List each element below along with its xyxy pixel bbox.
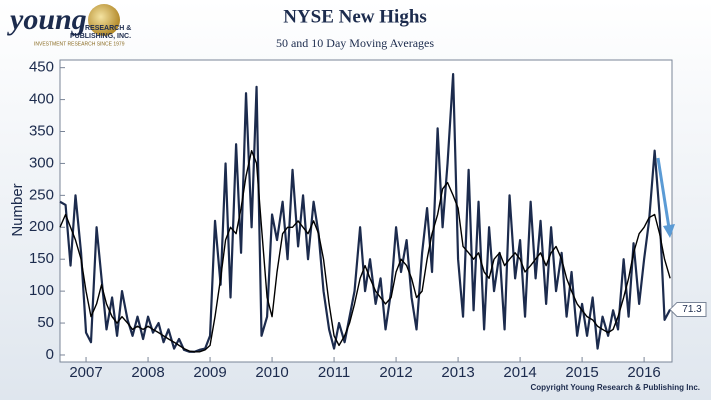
y-tick-label: 200: [29, 218, 54, 235]
logo-line: PUBLISHING, INC.: [70, 33, 131, 40]
chart-subtitle: 50 and 10 Day Moving Averages: [276, 36, 434, 50]
x-tick-label: 2012: [379, 364, 412, 381]
y-tick-label: 150: [29, 250, 54, 267]
y-tick-label: 50: [37, 314, 54, 331]
x-tick-label: 2009: [193, 364, 226, 381]
x-tick-label: 2016: [627, 364, 660, 381]
annotation-arrowhead: [663, 224, 675, 238]
y-tick-label: 0: [46, 346, 54, 363]
series-line: [59, 149, 671, 353]
plot-area: [59, 59, 673, 363]
x-tick-label: 2011: [318, 364, 350, 381]
x-tick-label: 2015: [565, 364, 598, 381]
y-tick-label: 400: [29, 91, 54, 108]
logo-line: RESEARCH &: [85, 25, 131, 32]
end-value-label: 71.3: [682, 304, 702, 315]
x-tick-label: 2007: [69, 364, 102, 381]
logo-tagline: INVESTMENT RESEARCH SINCE 1979: [34, 41, 125, 47]
chart-title: NYSE New Highs: [283, 6, 427, 27]
y-tick-label: 300: [29, 154, 54, 171]
x-tick-label: 2014: [503, 364, 536, 381]
y-tick-label: 100: [29, 282, 54, 299]
logo-name: young: [7, 3, 87, 36]
end-label-box: [669, 301, 707, 317]
annotation-arrow: [656, 157, 671, 229]
y-tick-label: 450: [29, 59, 54, 76]
y-axis-label: Number: [9, 183, 26, 236]
y-tick-label: 250: [29, 186, 54, 203]
x-tick-label: 2013: [441, 364, 474, 381]
x-tick-label: 2008: [131, 364, 164, 381]
series-line: [59, 72, 672, 353]
logo-globe: [88, 4, 120, 36]
footer: Copyright Young Research & Publishing In…: [531, 383, 701, 392]
x-tick-label: 2010: [255, 364, 288, 381]
y-tick-label: 350: [29, 122, 54, 139]
